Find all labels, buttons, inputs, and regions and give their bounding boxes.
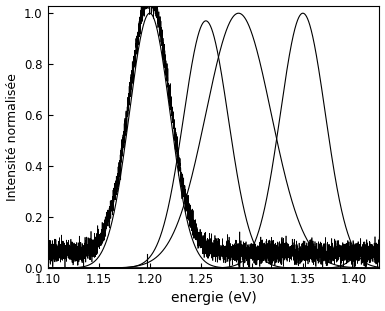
X-axis label: energie (eV): energie (eV) [171,291,256,305]
Y-axis label: Intensité normalisée: Intensité normalisée [5,73,18,201]
